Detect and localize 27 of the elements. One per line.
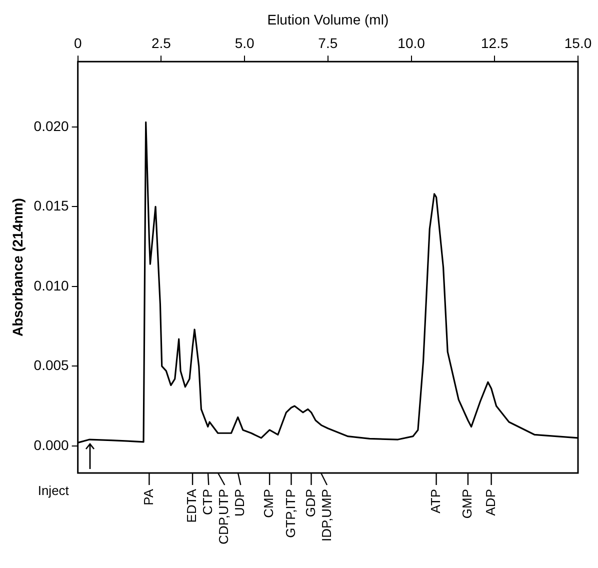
y-tick-label: 0.005 xyxy=(34,357,70,374)
y-tick-label: 0.020 xyxy=(34,118,70,134)
annotation: EDTA xyxy=(184,488,200,523)
x-tick-label: 2.5 xyxy=(151,35,172,52)
annotation: UDP xyxy=(232,489,248,516)
x-tick-label: 12.5 xyxy=(481,35,508,52)
annotation: CMP xyxy=(261,489,276,518)
x-tick-label: 0 xyxy=(74,35,82,52)
annotation: GDP xyxy=(302,489,318,518)
annotation: CTP xyxy=(200,489,216,515)
annotation: CDP,UTP xyxy=(216,489,232,544)
text: Inject xyxy=(38,483,70,498)
annotation: ADP xyxy=(482,489,498,516)
x-tick-label: 7.5 xyxy=(318,35,338,52)
x-tick-label: 15.0 xyxy=(564,35,592,52)
annotation: IDP,UMP xyxy=(318,489,334,542)
annotation: GMP xyxy=(460,489,475,519)
y-axis-title: Absorbance (214nm) xyxy=(9,198,26,337)
x-axis-title: Elution Volume (ml) xyxy=(267,11,389,28)
y-tick-label: 0.010 xyxy=(34,277,70,294)
y-tick-label: 0.015 xyxy=(34,198,70,214)
x-tick-label: 5.0 xyxy=(234,35,254,52)
x-tick-label: 10.0 xyxy=(398,35,426,52)
y-tick-label: 0.000 xyxy=(34,436,70,453)
annotation: PA xyxy=(140,488,156,506)
annotation: ATP xyxy=(428,489,443,514)
annotation: GTP,ITP xyxy=(282,489,298,538)
